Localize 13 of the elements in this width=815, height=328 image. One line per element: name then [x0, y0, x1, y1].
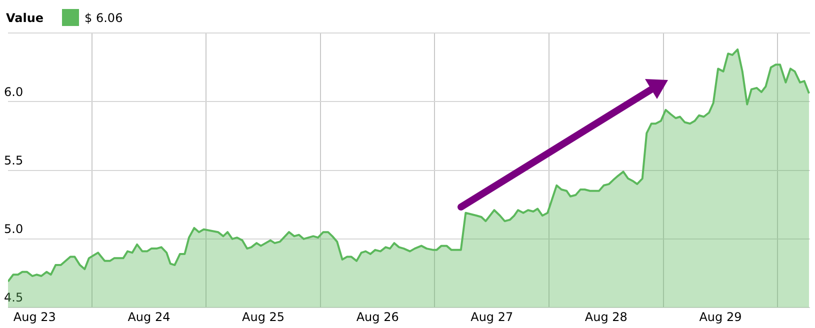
x-tick-label: Aug 26 [356, 310, 399, 324]
x-tick-label: Aug 29 [699, 310, 742, 324]
x-tick-label: Aug 28 [584, 310, 628, 324]
x-tick-label: Aug 25 [242, 310, 285, 324]
x-tick-label: Aug 23 [13, 310, 56, 324]
y-tick-label: 5.5 [4, 153, 24, 168]
y-tick-label: 5.0 [4, 222, 24, 236]
x-tick-label: Aug 24 [128, 310, 170, 324]
y-tick-label: 6.0 [4, 84, 24, 99]
legend-title: Value [6, 10, 44, 24]
legend-label: $ 6.06 [84, 10, 123, 24]
y-tick-label: 4.5 [4, 290, 24, 305]
x-tick-label: Aug 27 [470, 310, 514, 324]
